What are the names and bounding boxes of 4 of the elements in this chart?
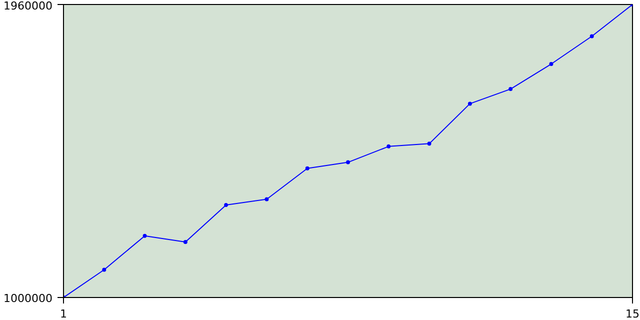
y-tick-label: 1000000 (4, 292, 53, 305)
y-tick-label: 1960000 (4, 0, 53, 12)
x-tick-label: 1 (60, 308, 67, 320)
x-tick-label: 15 (626, 308, 640, 320)
